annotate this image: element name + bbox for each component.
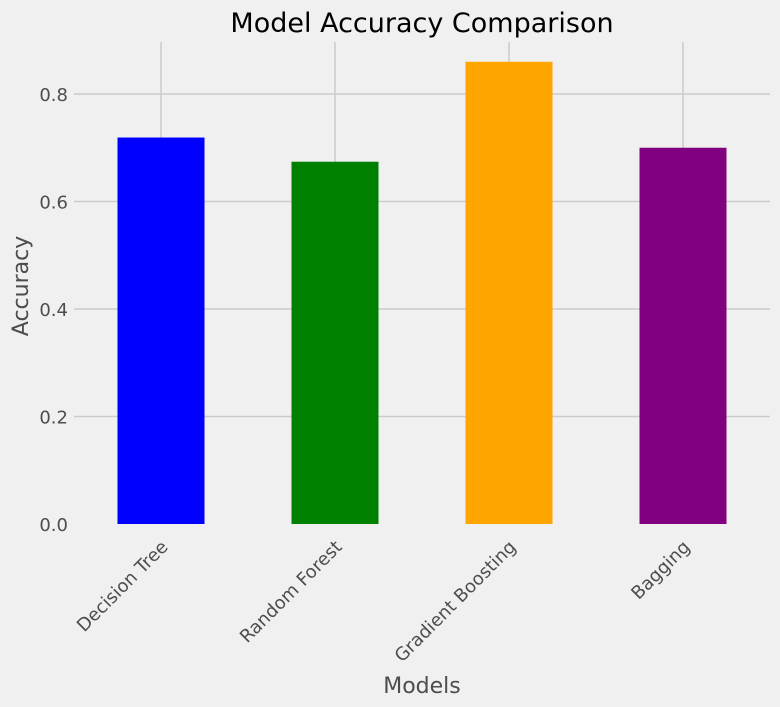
y-tick-labels: 0.0 0.2 0.4 0.6 0.8 (39, 85, 68, 536)
y-tick-label: 0.0 (39, 515, 68, 536)
chart-title: Model Accuracy Comparison (230, 8, 613, 39)
bar-bagging (639, 147, 727, 524)
y-tick-label: 0.4 (39, 300, 68, 321)
bar-random-forest (291, 161, 379, 524)
bar-decision-tree (117, 137, 205, 524)
y-tick-label: 0.2 (39, 408, 68, 429)
y-axis-label: Accuracy (9, 236, 34, 336)
bars-layer (117, 61, 727, 524)
y-tick-label: 0.6 (39, 193, 68, 214)
y-tick-label: 0.8 (39, 85, 68, 106)
bar-gradient-boosting (465, 61, 553, 524)
x-axis-label: Models (383, 674, 461, 699)
